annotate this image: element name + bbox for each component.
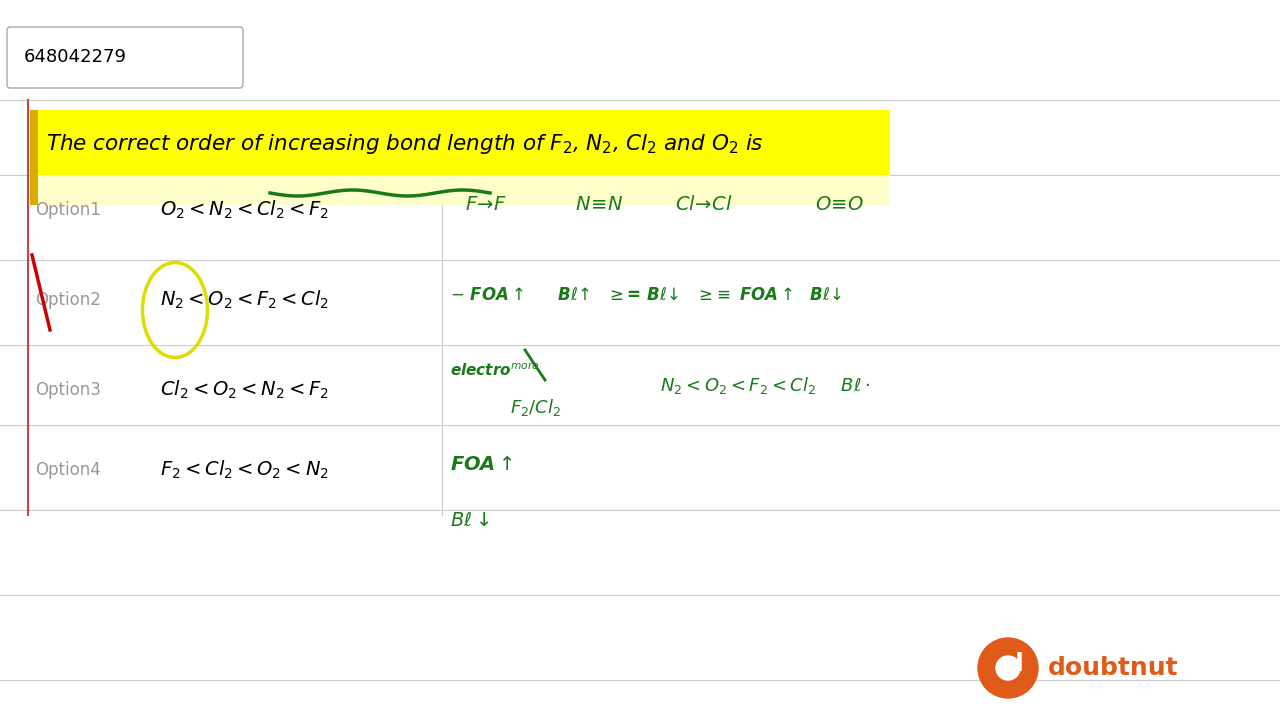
Text: $O_2 < N_2 < Cl_2 < F_2$: $O_2 < N_2 < Cl_2 < F_2$ — [160, 199, 329, 221]
Text: $N_2 < O_2 < F_2 < Cl_2$: $N_2 < O_2 < F_2 < Cl_2$ — [160, 289, 329, 311]
FancyBboxPatch shape — [29, 110, 38, 205]
Text: Option3: Option3 — [35, 381, 101, 399]
Text: doubtnut: doubtnut — [1048, 656, 1179, 680]
Text: Option4: Option4 — [35, 461, 101, 479]
Circle shape — [996, 656, 1020, 680]
Text: d: d — [1006, 652, 1024, 676]
Text: $F$$\!\rightarrow\!$$F$: $F$$\!\rightarrow\!$$F$ — [465, 196, 507, 215]
Text: $B\ell\downarrow$: $B\ell\downarrow$ — [451, 510, 489, 529]
Text: Option2: Option2 — [35, 291, 101, 309]
Text: FOA$\uparrow$: FOA$\uparrow$ — [451, 456, 513, 474]
Text: $N$$\!\equiv\!$$N$: $N$$\!\equiv\!$$N$ — [575, 196, 623, 215]
FancyBboxPatch shape — [6, 27, 243, 88]
Text: $Cl_2 < O_2 < N_2 < F_2$: $Cl_2 < O_2 < N_2 < F_2$ — [160, 379, 329, 401]
Text: $F_2 < Cl_2 < O_2 < N_2$: $F_2 < Cl_2 < O_2 < N_2$ — [160, 459, 329, 481]
Circle shape — [978, 638, 1038, 698]
Text: electro$^{more}$: electro$^{more}$ — [451, 361, 540, 379]
Text: $Cl$$\!\rightarrow\!$$Cl$: $Cl$$\!\rightarrow\!$$Cl$ — [675, 196, 732, 215]
Text: $-$ FOA$\uparrow$     B$\ell\!\uparrow$  $\geq$= B$\ell\!\downarrow$  $\geq\!\eq: $-$ FOA$\uparrow$ B$\ell\!\uparrow$ $\ge… — [451, 286, 842, 304]
Text: $N_2 < O_2 < F_2 < Cl_2$    $B\ell\cdot$: $N_2 < O_2 < F_2 < Cl_2$ $B\ell\cdot$ — [660, 374, 870, 395]
FancyBboxPatch shape — [29, 110, 890, 175]
Text: $F_2/Cl_2$: $F_2/Cl_2$ — [509, 397, 561, 418]
Text: Option1: Option1 — [35, 201, 101, 219]
Text: 648042279: 648042279 — [24, 48, 127, 66]
FancyBboxPatch shape — [29, 175, 890, 205]
Text: $O$$\!\equiv\!$$O$: $O$$\!\equiv\!$$O$ — [815, 196, 864, 215]
Text: The correct order of increasing bond length of $\it{F_2}$, $\it{N_2}$, $\it{Cl_2: The correct order of increasing bond len… — [46, 132, 764, 156]
